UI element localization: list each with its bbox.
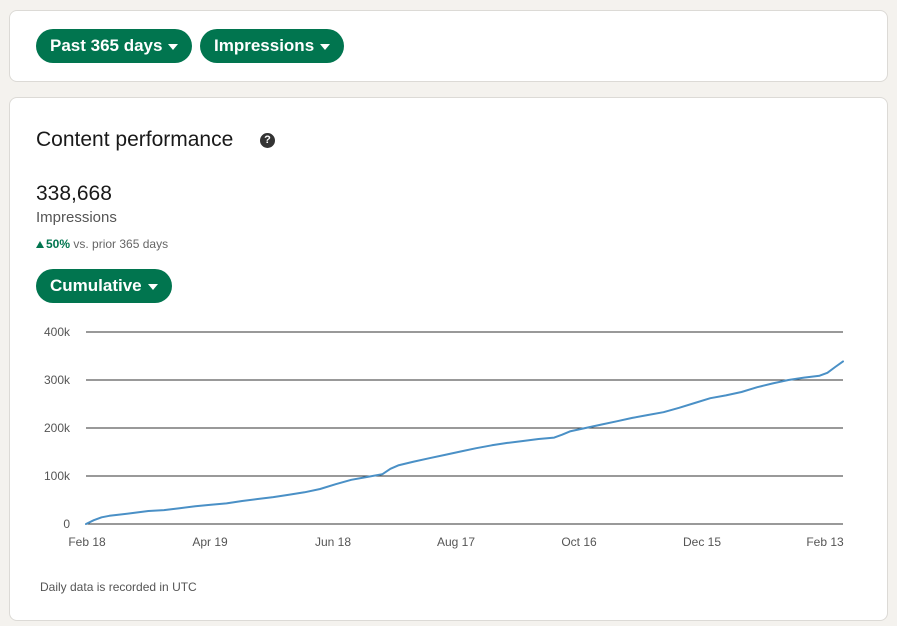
- caret-down-icon: [147, 284, 158, 290]
- question-circle-icon[interactable]: ?: [260, 133, 275, 148]
- y-tick-label: 400k: [44, 325, 71, 339]
- trend-up-icon: [36, 241, 44, 248]
- change-indicator: 50% vs. prior 365 days: [36, 237, 168, 251]
- y-tick-label: 100k: [44, 469, 71, 483]
- impressions-line: [85, 360, 844, 525]
- filter-bar: Past 365 days Impressions: [9, 10, 888, 82]
- caret-down-icon: [168, 44, 179, 50]
- x-tick-label: Oct 16: [561, 535, 597, 549]
- change-value: 50%: [46, 237, 71, 251]
- footnote: Daily data is recorded in UTC: [40, 580, 197, 594]
- impressions-total: 338,668: [36, 182, 112, 205]
- x-tick-label: Apr 19: [192, 535, 228, 549]
- x-tick-label: Jun 18: [315, 535, 351, 549]
- change-text: vs. prior 365 days: [73, 237, 169, 251]
- content-performance-card: Content performance ? 338,668 Impression…: [9, 97, 888, 621]
- metric-dropdown[interactable]: Impressions: [200, 29, 345, 63]
- date-range-dropdown[interactable]: Past 365 days: [36, 29, 193, 63]
- impressions-chart: 0 100k 200k 300k 400k Feb 18 Apr 19 Jun 18 Aug 1…: [44, 325, 844, 549]
- y-tick-label: 200k: [44, 421, 71, 435]
- cumulative-dropdown[interactable]: Cumulative: [36, 269, 172, 303]
- impressions-label: Impressions: [36, 209, 117, 226]
- x-tick-label: Aug 17: [437, 535, 475, 549]
- y-tick-label: 0: [63, 517, 70, 531]
- date-range-label: Past 365 days: [50, 36, 163, 55]
- x-tick-label: Feb 18: [68, 535, 106, 549]
- card-title: Content performance: [36, 128, 234, 151]
- cumulative-label: Cumulative: [50, 276, 142, 295]
- x-tick-label: Dec 15: [683, 535, 721, 549]
- y-tick-label: 300k: [44, 373, 71, 387]
- x-tick-label: Feb 13: [806, 535, 844, 549]
- caret-down-icon: [320, 44, 331, 50]
- metric-dropdown-label: Impressions: [214, 36, 315, 55]
